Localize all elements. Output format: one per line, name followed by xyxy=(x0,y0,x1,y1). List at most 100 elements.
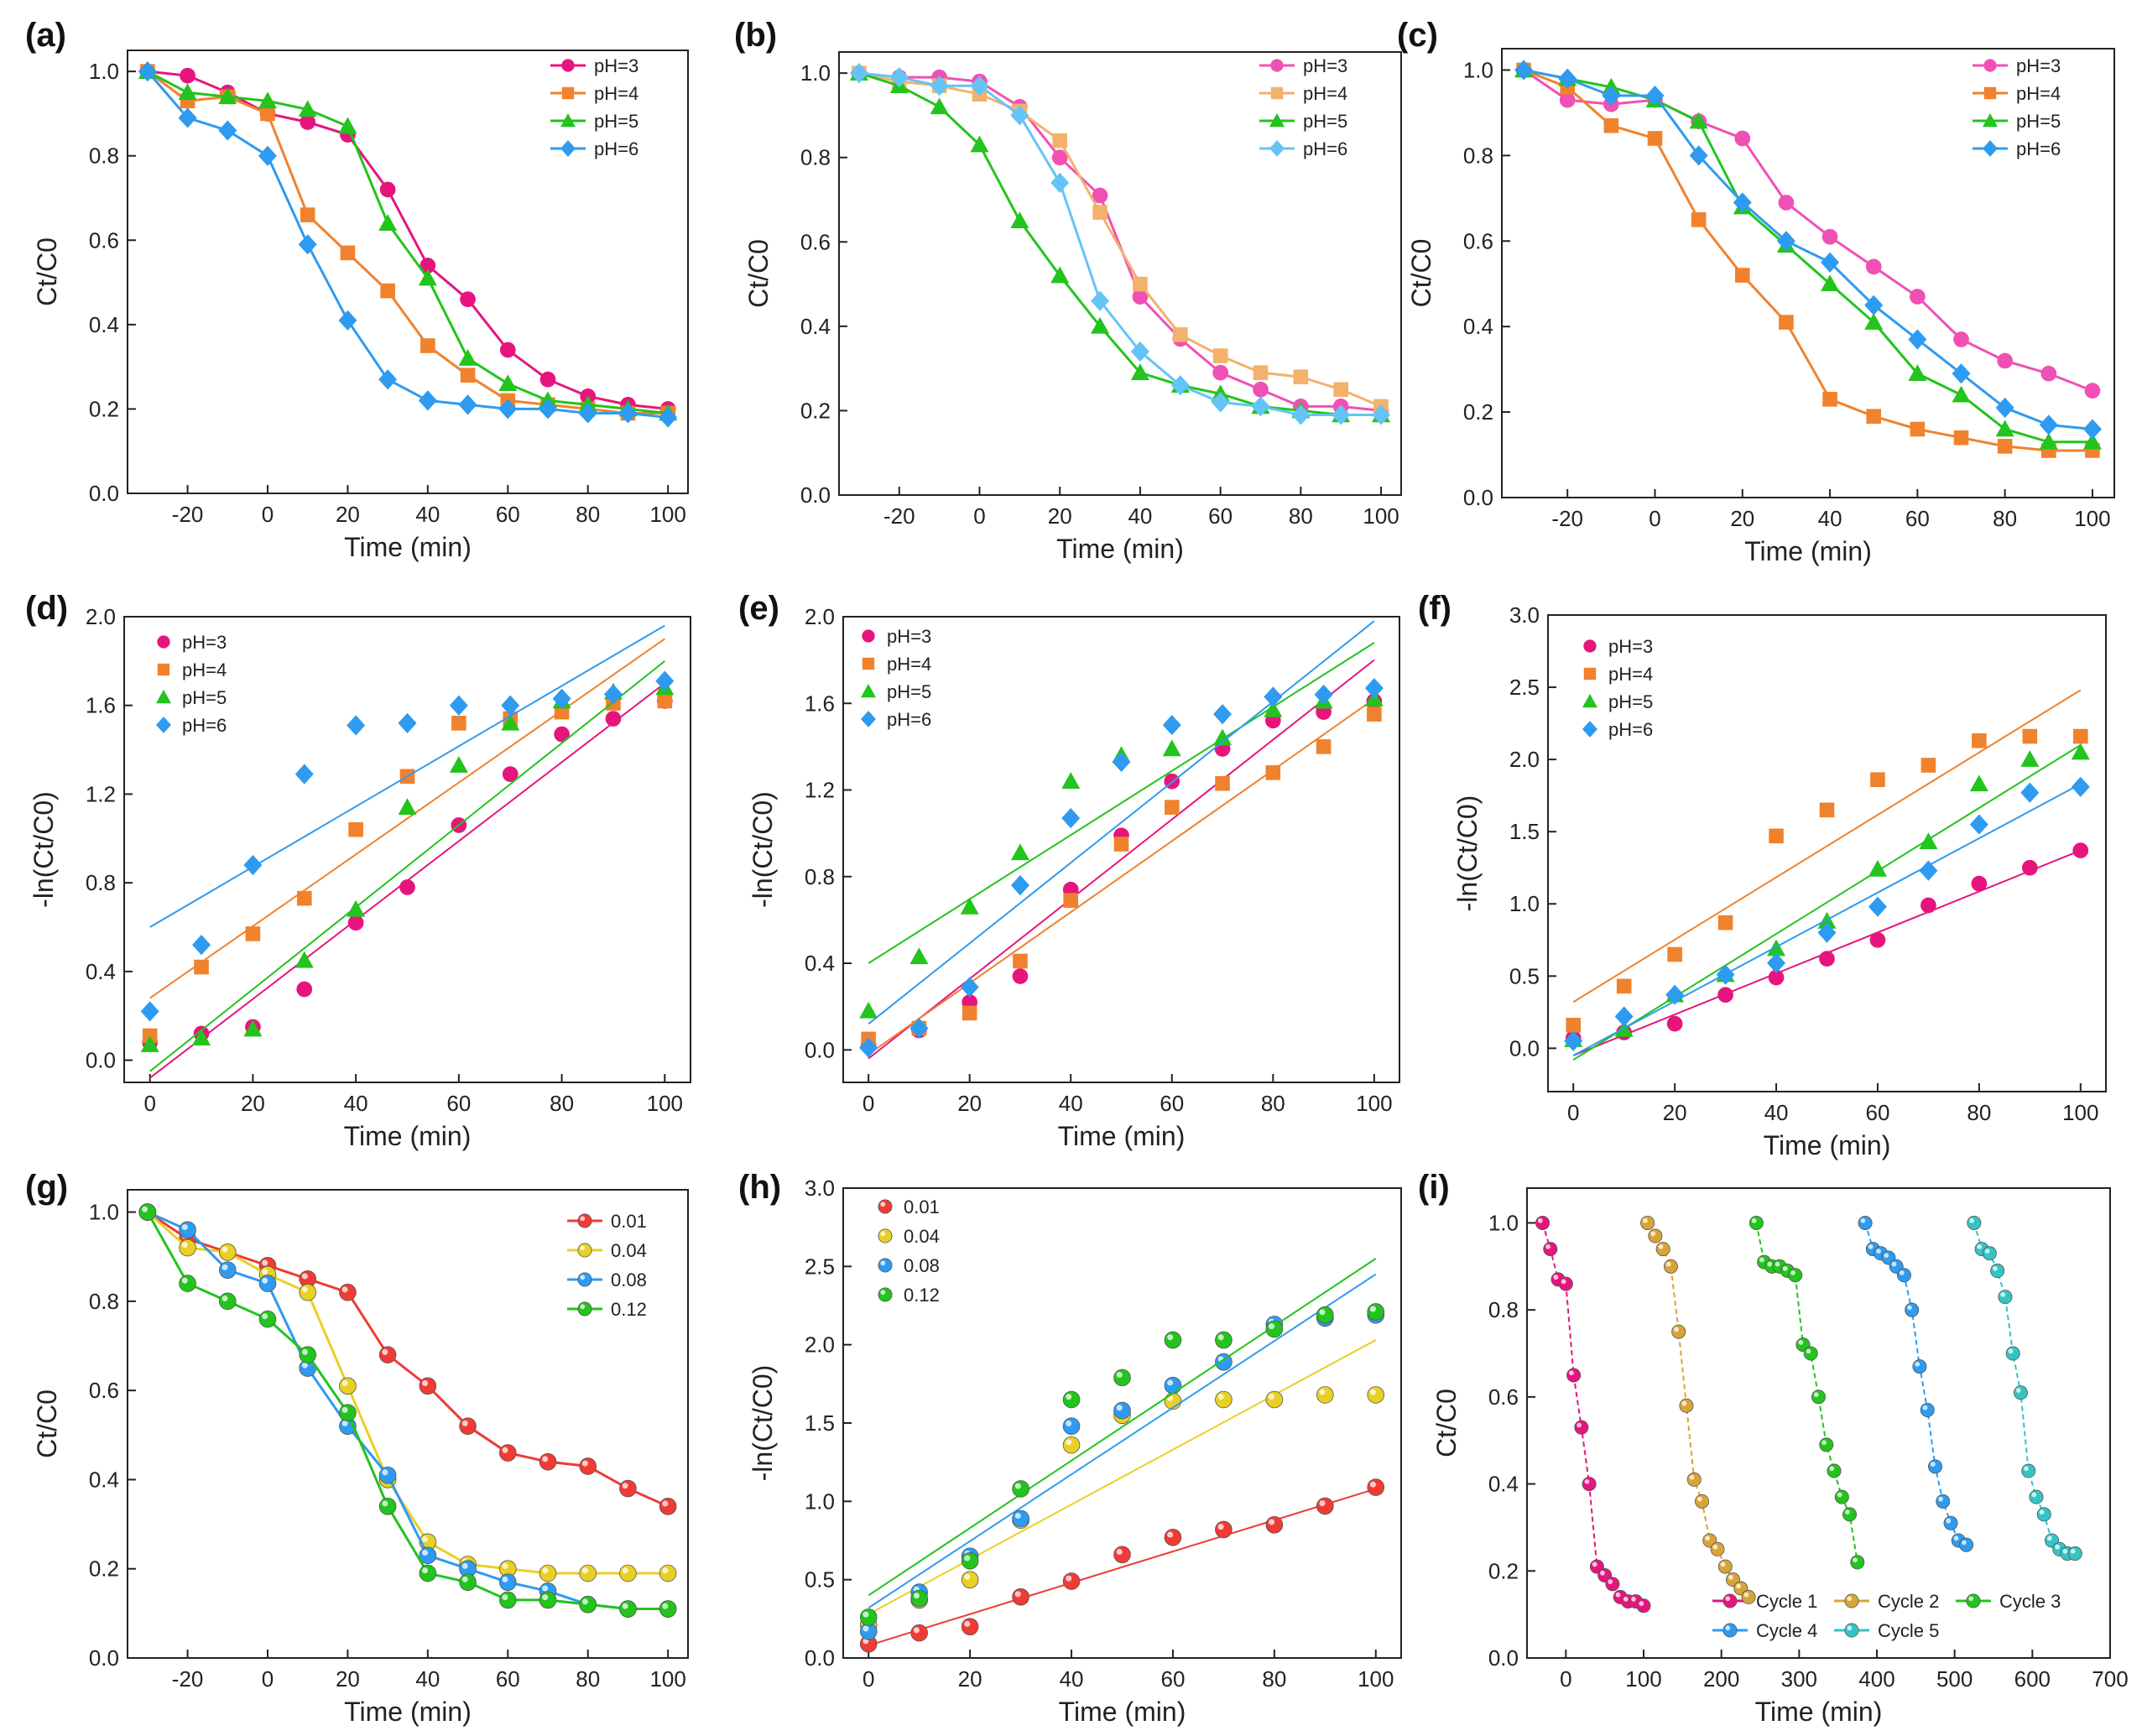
series-line xyxy=(1523,69,2093,393)
data-point-highlight xyxy=(1167,1334,1174,1341)
x-tick-label: 600 xyxy=(2014,1666,2051,1692)
series-ph-6: pH=6 xyxy=(1514,60,2102,440)
legend-marker xyxy=(1983,140,1998,157)
data-point xyxy=(960,977,979,998)
data-point xyxy=(605,711,622,727)
x-tick-label: 20 xyxy=(958,1666,982,1692)
x-tick-label: 80 xyxy=(1993,506,2017,531)
data-point xyxy=(659,1498,677,1515)
data-point xyxy=(1811,1389,1826,1405)
data-point xyxy=(859,1001,878,1019)
legend-marker xyxy=(1844,1623,1859,1638)
data-point xyxy=(1113,837,1129,852)
data-point xyxy=(1316,739,1332,754)
data-point xyxy=(909,947,929,965)
data-point xyxy=(1821,228,1838,245)
x-axis-title: Time (min) xyxy=(1059,1697,1186,1727)
data-point xyxy=(243,1019,263,1037)
data-point xyxy=(1717,987,1733,1004)
series-ph-5: pH=5 xyxy=(1564,691,2090,1061)
data-point xyxy=(1691,212,1707,227)
data-point xyxy=(1316,1497,1334,1515)
data-point xyxy=(218,1261,237,1279)
y-tick-label: 0.0 xyxy=(89,1645,119,1671)
data-point-highlight xyxy=(581,1567,588,1574)
data-point xyxy=(1558,68,1577,89)
data-point-highlight xyxy=(1217,1334,1224,1341)
data-point xyxy=(1010,874,1029,896)
data-point xyxy=(298,100,317,117)
x-tick-label: 60 xyxy=(446,1091,471,1116)
legend-marker xyxy=(560,140,576,157)
data-point xyxy=(554,704,570,720)
data-point-highlight xyxy=(181,1224,188,1231)
data-point xyxy=(1251,396,1270,417)
data-point xyxy=(1013,953,1028,969)
legend-label: 0.12 xyxy=(611,1299,647,1320)
data-point xyxy=(1164,1376,1182,1395)
panel-letter: (g) xyxy=(25,1169,68,1206)
data-point-highlight xyxy=(1014,1591,1021,1598)
data-point-highlight xyxy=(181,1242,188,1249)
legend-marker-highlight xyxy=(1968,1596,1974,1602)
data-point xyxy=(1614,1006,1634,1027)
data-point xyxy=(1215,1331,1233,1349)
data-point xyxy=(1972,732,1987,748)
data-point xyxy=(298,234,317,255)
x-tick-label: 100 xyxy=(1625,1666,1661,1692)
data-point xyxy=(498,1573,517,1591)
data-point xyxy=(1995,420,2014,437)
data-point-highlight xyxy=(1217,1394,1224,1400)
data-point xyxy=(1717,1559,1733,1574)
legend-marker-highlight xyxy=(880,1260,886,1266)
data-point-highlight xyxy=(422,1536,429,1543)
data-point xyxy=(1215,1520,1233,1539)
data-point xyxy=(619,1564,637,1582)
data-point xyxy=(1716,964,1735,985)
data-point xyxy=(889,67,909,88)
legend-marker xyxy=(577,1213,592,1228)
data-point xyxy=(378,1466,397,1484)
data-point xyxy=(1535,1215,1550,1230)
panel-letter: (f) xyxy=(1418,590,1451,627)
data-point xyxy=(1162,739,1181,757)
legend-label: pH=5 xyxy=(1303,111,1347,132)
y-tick-label: 0.2 xyxy=(1463,399,1493,425)
data-point-highlight xyxy=(1658,1244,1664,1249)
data-point xyxy=(379,181,396,198)
legend-marker xyxy=(1269,140,1285,157)
fit-line xyxy=(868,620,1375,1025)
data-point xyxy=(1265,1320,1284,1338)
legend-label: pH=6 xyxy=(182,715,227,736)
legend-marker xyxy=(1270,59,1284,72)
data-point xyxy=(1051,149,1068,166)
data-point-highlight xyxy=(581,1598,588,1605)
panel-letter: (d) xyxy=(25,590,68,627)
data-point xyxy=(1164,800,1180,815)
data-point xyxy=(339,1283,357,1301)
data-point xyxy=(1333,382,1349,398)
y-tick-label: 1.5 xyxy=(805,1410,835,1436)
x-tick-label: 60 xyxy=(1208,503,1233,529)
x-tick-label: 80 xyxy=(576,502,600,527)
data-point xyxy=(1768,969,1785,986)
data-point-highlight xyxy=(1553,1275,1559,1280)
data-point-highlight xyxy=(1743,1592,1749,1598)
legend-label: pH=3 xyxy=(182,632,227,653)
data-point xyxy=(578,403,597,424)
data-point xyxy=(1063,893,1079,908)
data-point xyxy=(498,374,518,392)
data-point xyxy=(339,1377,357,1395)
data-point xyxy=(552,688,571,709)
data-point-highlight xyxy=(1751,1217,1757,1223)
data-point-highlight xyxy=(461,1576,468,1582)
y-tick-label: 0.0 xyxy=(805,1037,835,1062)
series-cycle-3: Cycle 3 xyxy=(1749,1215,2061,1612)
series-cycle-2: Cycle 2 xyxy=(1640,1215,1939,1612)
data-point xyxy=(1910,289,1926,305)
y-tick-label: 1.2 xyxy=(86,781,116,806)
data-point xyxy=(179,1275,196,1292)
data-point-highlight xyxy=(1853,1557,1858,1563)
data-point-highlight xyxy=(1922,1405,1928,1410)
series-ph-3: pH=3 xyxy=(851,55,1389,419)
